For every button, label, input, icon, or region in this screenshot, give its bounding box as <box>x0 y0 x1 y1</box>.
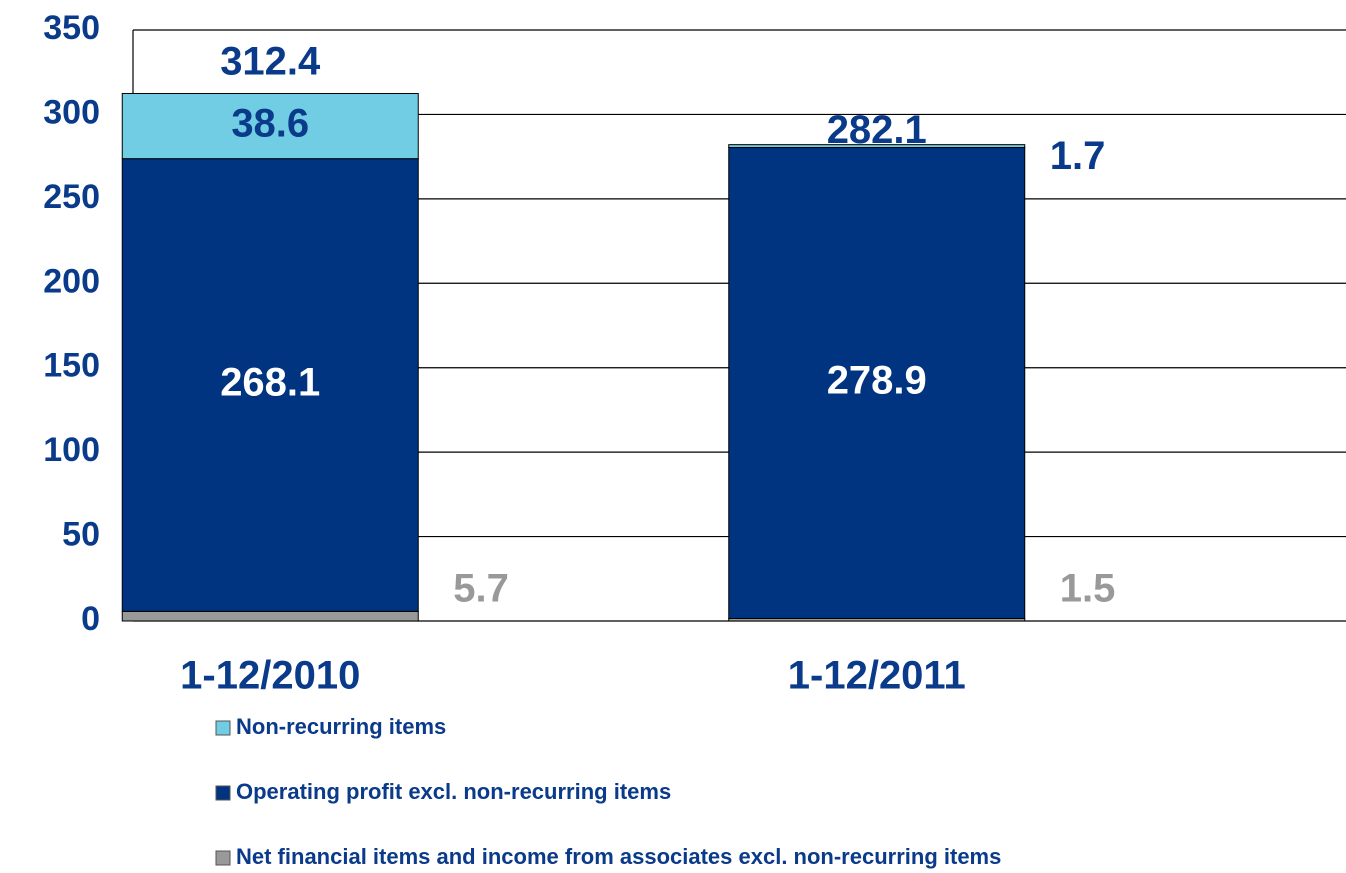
y-tick-label: 200 <box>43 262 100 300</box>
y-tick-label: 150 <box>43 347 100 385</box>
y-tick-label: 350 <box>43 9 100 47</box>
legend-swatch <box>215 850 231 866</box>
bar-segment <box>121 610 419 622</box>
legend-label: Net financial items and income from asso… <box>236 844 1001 869</box>
x-tick-label: 1-12/2010 <box>180 654 360 698</box>
value-label: 1.7 <box>1050 134 1106 178</box>
value-label: 1.5 <box>1060 567 1116 611</box>
value-label: 278.9 <box>827 359 927 403</box>
total-label: 282.1 <box>827 108 927 152</box>
bar-segment <box>728 147 1026 619</box>
legend-swatch <box>215 785 231 801</box>
legend-swatch <box>215 720 231 736</box>
x-tick-label: 1-12/2011 <box>788 654 966 698</box>
value-label: 5.7 <box>453 567 509 611</box>
y-tick-label: 250 <box>43 178 100 216</box>
value-label: 268.1 <box>220 361 320 405</box>
y-tick-label: 100 <box>43 431 100 469</box>
bar-segment <box>121 92 419 160</box>
value-label: 38.6 <box>231 102 309 146</box>
total-label: 312.4 <box>220 40 321 84</box>
y-tick-label: 300 <box>43 93 100 131</box>
legend-label: Operating profit excl. non-recurring ite… <box>236 779 671 804</box>
y-tick-label: 50 <box>62 516 100 554</box>
legend-label: Non-recurring items <box>236 714 446 739</box>
bar-segment <box>121 158 419 612</box>
y-tick-label: 0 <box>81 600 100 638</box>
bar-segment <box>728 144 1026 149</box>
